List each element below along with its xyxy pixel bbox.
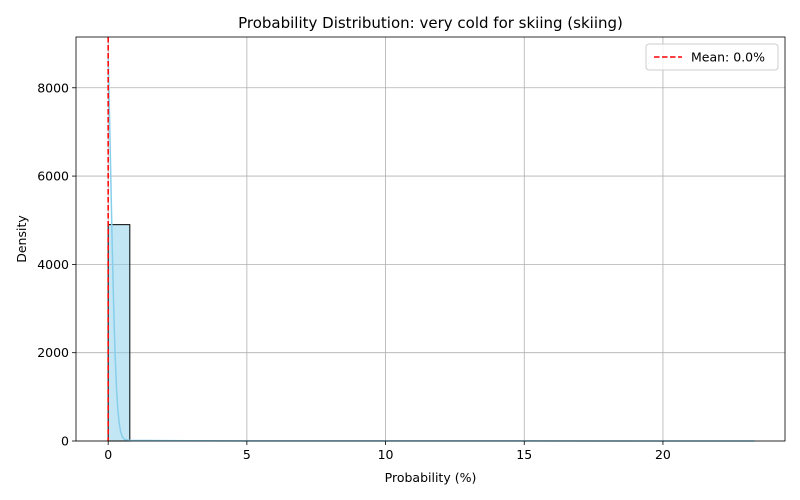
legend-box	[645, 43, 779, 71]
chart-title: Probability Distribution: very cold for …	[238, 14, 623, 32]
x-axis-label: Probability (%)	[385, 470, 477, 485]
y-tick-label: 4000	[37, 257, 69, 272]
grid	[76, 37, 785, 442]
y-tick-label: 8000	[37, 80, 69, 95]
legend: Mean: 0.0%	[645, 43, 779, 71]
y-tick-label: 6000	[37, 169, 69, 184]
histogram-bars	[107, 224, 131, 442]
x-tick-label: 20	[655, 447, 671, 462]
y-tick-label: 2000	[37, 345, 69, 360]
histogram-bar	[107, 224, 131, 442]
x-tick-label: 0	[104, 447, 112, 462]
plot-frame	[75, 36, 786, 442]
kde-curve	[107, 56, 755, 442]
x-tick-label: 10	[378, 447, 394, 462]
y-axis-ticks: 0 2000 4000 6000 8000	[37, 80, 76, 449]
legend-mean-label: Mean: 0.0%	[691, 50, 765, 65]
y-tick-label: 0	[61, 434, 69, 449]
y-axis-label: Density	[14, 215, 29, 263]
x-tick-label: 15	[516, 447, 532, 462]
x-tick-label: 5	[243, 447, 251, 462]
x-axis-ticks: 0 5 10 15 20	[104, 441, 671, 462]
